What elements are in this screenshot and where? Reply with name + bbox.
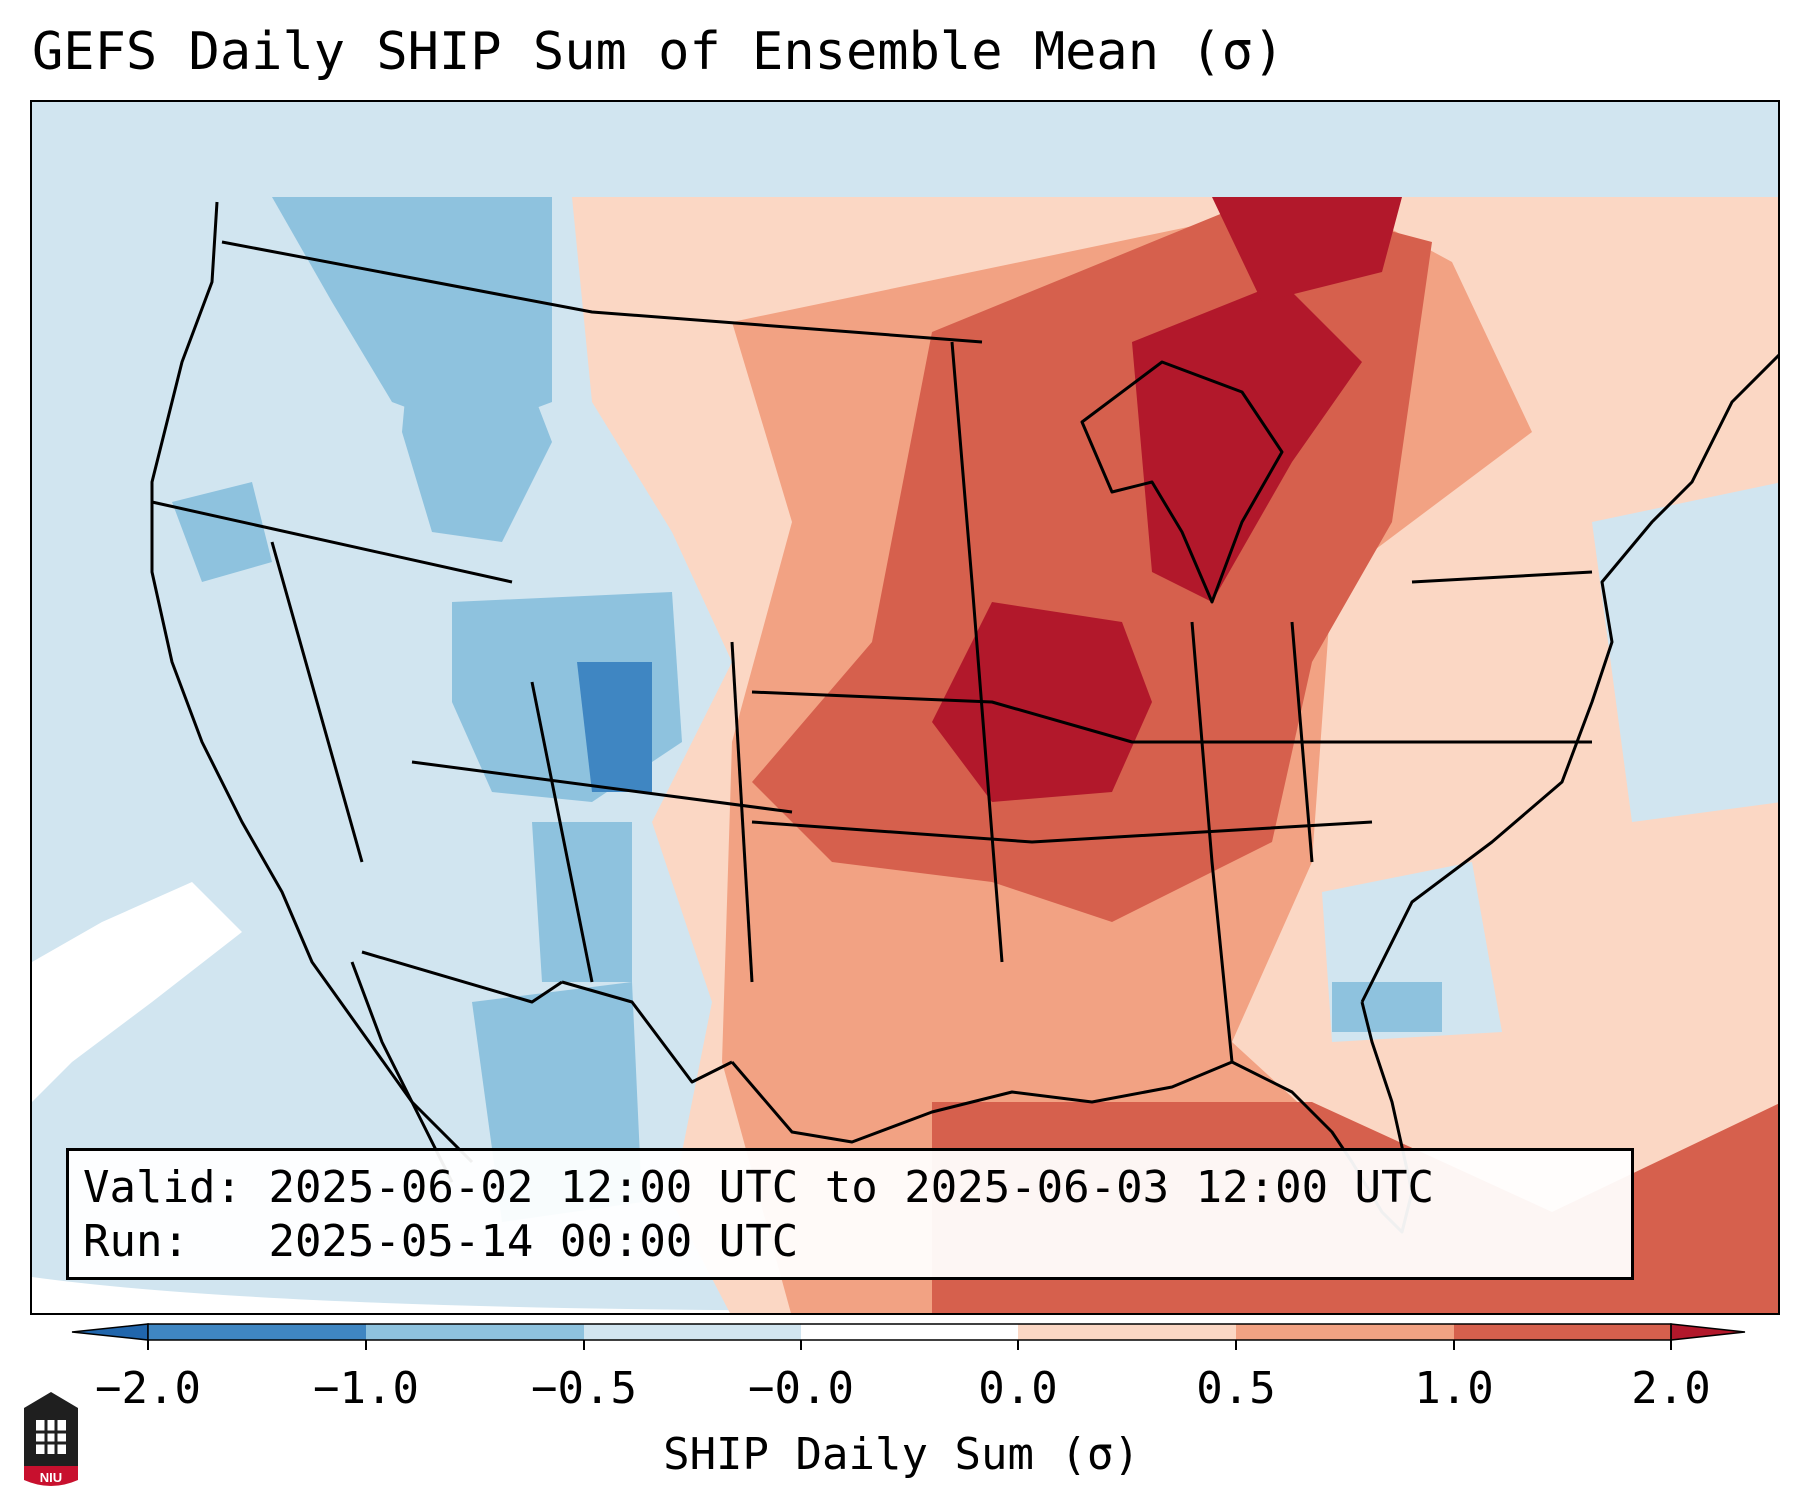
colorbar-extend-low xyxy=(71,1323,149,1341)
great-lakes-outline xyxy=(1080,360,1284,604)
colorbar-segment-6 xyxy=(1236,1324,1454,1340)
state-line-4 xyxy=(730,641,754,983)
state-line-6 xyxy=(751,820,1373,844)
colorbar-tick-label: −0.0 xyxy=(748,1363,854,1414)
field-north-core xyxy=(1212,197,1402,302)
field-west-blue-2 xyxy=(402,312,552,542)
state-line-10 xyxy=(1411,570,1593,584)
state-line-3 xyxy=(530,681,594,983)
west-coastline xyxy=(150,201,474,1164)
map-panel xyxy=(30,100,1780,1315)
field-georgia-blue xyxy=(1332,982,1442,1032)
logo-text: NIU xyxy=(40,1470,62,1485)
colorbar-segment-7 xyxy=(1454,1324,1671,1340)
valid-label: Valid: xyxy=(83,1162,242,1213)
colorbar-tick-label: −0.5 xyxy=(531,1363,637,1414)
us-canada-border xyxy=(221,240,983,344)
colorbar-tick-label: 2.0 xyxy=(1631,1363,1711,1414)
field-nm-blue xyxy=(532,822,632,982)
colorbar-tick-label: 0.5 xyxy=(1196,1363,1276,1414)
colorbar-segment-4 xyxy=(801,1324,1018,1340)
east-coastline xyxy=(1360,353,1778,1003)
colorbar-segment-2 xyxy=(366,1324,584,1340)
state-line-11 xyxy=(270,541,364,863)
colorbar-tick-label: −1.0 xyxy=(313,1363,419,1414)
colorbar-ticks xyxy=(147,1340,1672,1350)
state-line-8 xyxy=(1190,621,1234,1063)
state-line-9 xyxy=(1290,621,1314,863)
gulf-coastline xyxy=(730,1060,1354,1163)
pacific-neutral-streak xyxy=(32,882,242,1102)
rio-grande-border xyxy=(561,980,733,1084)
colorbar-segment-3 xyxy=(584,1324,801,1340)
us-mexico-border xyxy=(361,950,563,1004)
coastline-and-borders xyxy=(150,201,1778,1234)
state-line-5 xyxy=(751,690,1592,744)
state-line-2 xyxy=(411,760,793,814)
colorbar-tick-label: 0.0 xyxy=(978,1363,1058,1414)
colorbar-tick-label: −2.0 xyxy=(95,1363,201,1414)
field-great-lakes-core xyxy=(1132,282,1362,602)
state-line-1 xyxy=(151,500,513,584)
field-west-coast-blue xyxy=(172,482,272,582)
valid-run-info-box: Valid: 2025-06-02 12:00 UTC to 2025-06-0… xyxy=(66,1148,1634,1280)
valid-time-range: 2025-06-02 12:00 UTC to 2025-06-03 12:00… xyxy=(268,1162,1435,1213)
colorbar-label: SHIP Daily Sum (σ) xyxy=(663,1429,1140,1480)
run-time: 2025-05-14 00:00 UTC xyxy=(268,1216,799,1267)
colorbar-tick-label: 1.0 xyxy=(1414,1363,1494,1414)
colorbar xyxy=(71,1323,1746,1350)
run-label: Run: xyxy=(83,1216,189,1267)
field-atlantic-light xyxy=(1592,482,1778,822)
field-midwest-core xyxy=(932,602,1152,802)
colorbar-outline xyxy=(147,1323,1672,1341)
map-title: GEFS Daily SHIP Sum of Ensemble Mean (σ) xyxy=(32,22,1285,82)
colorbar-segment-1 xyxy=(148,1324,366,1340)
colorbar-segment-5 xyxy=(1018,1324,1236,1340)
state-line-7 xyxy=(950,341,1004,963)
field-colorado-core xyxy=(577,662,652,792)
colorbar-extend-high xyxy=(1670,1323,1746,1341)
niu-logo-icon: NIU xyxy=(24,1392,78,1486)
